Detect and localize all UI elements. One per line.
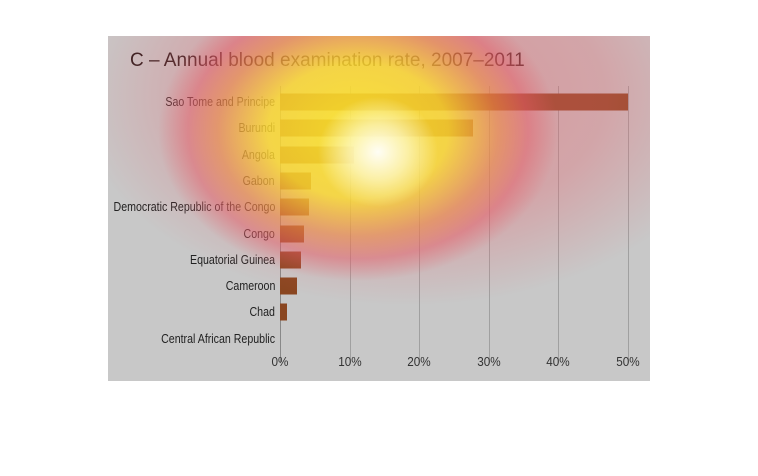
bar — [280, 251, 301, 269]
category-label: Equatorial Guinea — [189, 252, 275, 267]
category-label: Democratic Republic of the Congo — [113, 200, 275, 215]
x-tick-label: 20% — [407, 354, 431, 369]
bar — [280, 93, 628, 111]
bar — [280, 277, 297, 295]
category-label: Cameroon — [225, 279, 275, 294]
bar — [280, 172, 311, 190]
gridline — [558, 86, 560, 363]
category-label: Chad — [249, 305, 275, 320]
gridline — [628, 86, 629, 363]
bar — [280, 146, 354, 164]
bar — [280, 119, 474, 137]
x-tick-label: 50% — [616, 354, 640, 369]
bar — [280, 198, 310, 216]
x-tick-label: 0% — [271, 354, 289, 369]
x-tick-label: 30% — [477, 354, 501, 369]
category-label: Congo — [243, 226, 275, 241]
gridline — [488, 86, 490, 363]
x-tick-label: 10% — [337, 354, 362, 369]
category-label: Sao Tome and Principe — [165, 95, 275, 109]
chart-panel: C – Annual blood examination rate, 2007–… — [108, 36, 650, 381]
bar — [280, 225, 304, 242]
category-label: Burundi — [238, 121, 275, 136]
category-label: Gabon — [243, 173, 275, 188]
category-label: Central African Republic — [161, 331, 275, 346]
chart-title: C – Annual blood examination rate, 2007–… — [130, 50, 525, 71]
bar — [280, 303, 287, 321]
category-label: Angola — [241, 147, 275, 162]
x-tick-label: 40% — [546, 354, 571, 369]
